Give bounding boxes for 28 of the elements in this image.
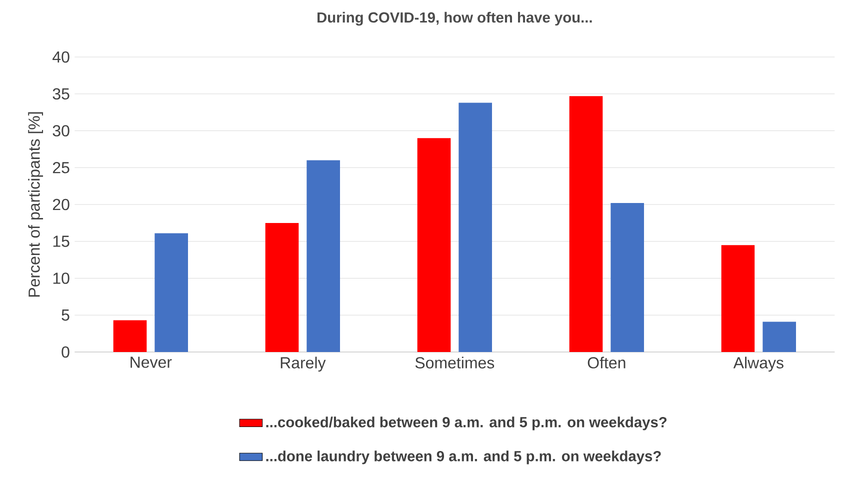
x-tick-label: Sometimes xyxy=(415,356,494,368)
bar xyxy=(113,320,147,352)
bar xyxy=(762,322,796,352)
y-tick-label: 20 xyxy=(52,198,70,210)
bar xyxy=(265,222,299,352)
x-tick-label: Always xyxy=(733,356,784,372)
bar xyxy=(610,203,644,352)
bar xyxy=(458,102,492,352)
y-tick-label: 40 xyxy=(52,51,70,63)
x-tick-label: Rarely xyxy=(280,356,326,372)
y-tick-label: 35 xyxy=(52,88,70,100)
y-tick-label: 30 xyxy=(52,125,70,136)
y-tick-label: 10 xyxy=(53,272,70,284)
legend-label: ...done laundry between 9 a.m. and 5 p.m. on weekdays? xyxy=(266,450,661,464)
y-axis-title: Percent of participants [%] xyxy=(28,112,44,297)
bar xyxy=(417,138,451,352)
y-tick-label: 5 xyxy=(62,310,70,321)
legend-label: ...cooked/baked between 9 a.m. and 5 p.m. on weekdays? xyxy=(266,416,667,430)
bar xyxy=(306,160,340,352)
y-tick-label: 0 xyxy=(62,346,70,358)
y-tick-label: 15 xyxy=(53,236,70,247)
y-tick-label: 25 xyxy=(52,162,70,174)
bar xyxy=(721,245,755,352)
bar xyxy=(569,96,603,352)
x-tick-label: Never xyxy=(130,356,172,368)
chart-title: During COVID-19, how often have you... xyxy=(318,12,592,26)
bar xyxy=(154,233,188,352)
x-tick-label: Often xyxy=(588,356,626,368)
